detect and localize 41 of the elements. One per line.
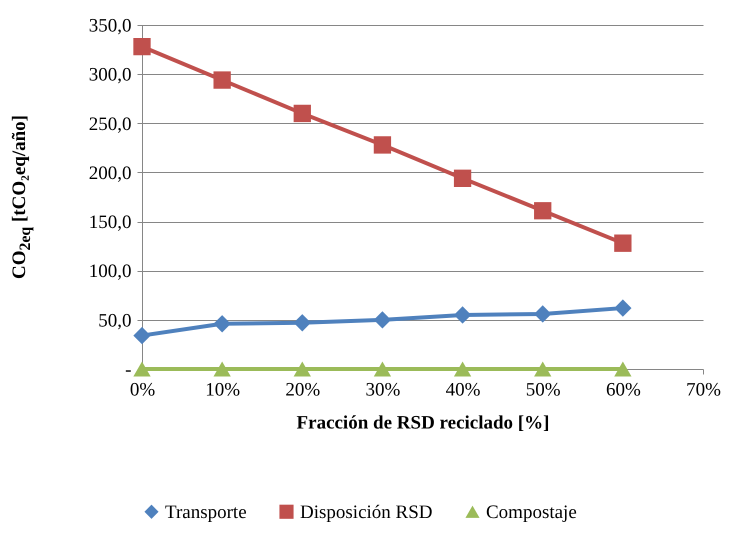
y-tick-label: 150,0 <box>88 212 132 234</box>
x-axis-title: Fracción de RSD reciclado [%] <box>296 412 550 434</box>
x-tick-label: 30% <box>366 380 401 400</box>
point <box>454 306 472 324</box>
point <box>374 311 392 329</box>
point <box>374 362 392 376</box>
y-tick-label: 100,0 <box>88 261 132 282</box>
y-tick-label: 350,0 <box>88 16 132 36</box>
point <box>213 71 231 89</box>
y-tick-label: 250,0 <box>88 114 132 135</box>
point <box>133 362 151 376</box>
y-tick-label: 50,0 <box>98 310 132 332</box>
legend-label: Disposición RSD <box>300 502 432 523</box>
point <box>614 362 632 376</box>
x-tick-label: 20% <box>285 380 320 400</box>
legend-label: Compostaje <box>486 502 577 523</box>
point <box>454 362 472 376</box>
legend-label: Transporte <box>165 502 247 523</box>
y-tick-label: 200,0 <box>88 162 132 184</box>
point <box>374 136 392 154</box>
x-tick-label: 40% <box>446 380 481 400</box>
point <box>213 362 231 376</box>
point <box>133 38 151 56</box>
point <box>534 305 552 323</box>
x-tick-label: 50% <box>526 380 561 400</box>
point <box>454 170 472 187</box>
point <box>294 104 311 122</box>
point <box>534 202 552 220</box>
x-tick-label: 0% <box>130 380 156 400</box>
point <box>614 234 632 252</box>
point <box>294 362 311 376</box>
x-tick-label: 10% <box>205 380 240 400</box>
point <box>534 362 552 376</box>
point <box>294 314 311 332</box>
point <box>614 299 632 317</box>
x-tick-label: 70% <box>686 380 722 400</box>
point <box>213 315 231 332</box>
y-tick-label: 300,0 <box>88 64 132 86</box>
point <box>133 326 151 344</box>
y-tick-label: - <box>125 360 132 380</box>
x-tick-label: 60% <box>606 380 641 400</box>
